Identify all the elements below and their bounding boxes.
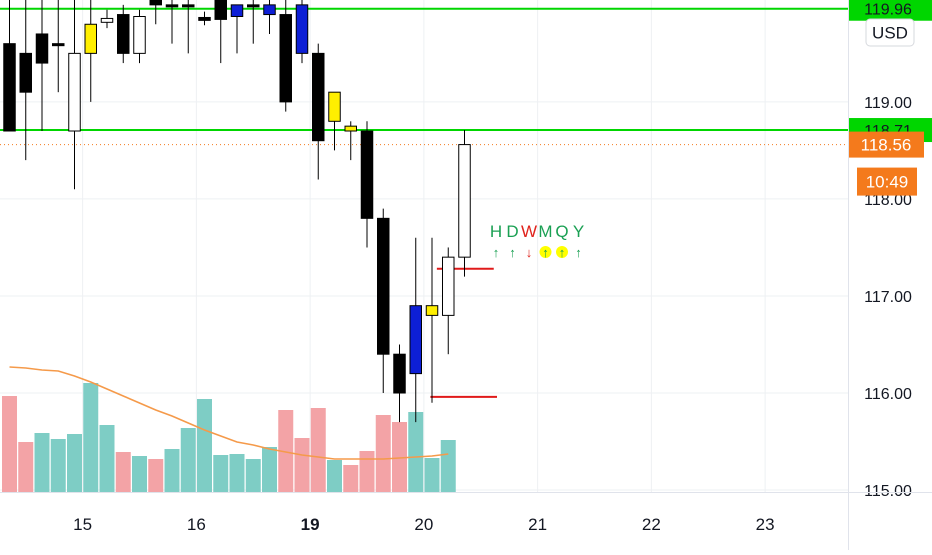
time-tick-label: 15: [73, 515, 92, 534]
candle-body: [410, 306, 422, 374]
price-tick-label: 117.00: [864, 289, 912, 306]
candle-body: [296, 5, 308, 54]
time-tick-label: 20: [414, 515, 433, 534]
volume-bar: [18, 442, 33, 492]
time-tick-label: 23: [756, 515, 775, 534]
volume-layer: [2, 367, 456, 492]
candle-body: [199, 17, 211, 20]
volume-bar: [181, 428, 196, 492]
signal-arrow: ↑: [509, 245, 516, 260]
candle-body: [101, 18, 113, 22]
grid-layer: [0, 0, 848, 492]
countdown-tag-label: 10:49: [866, 173, 909, 192]
currency-button-label: USD: [872, 24, 908, 43]
candle-body: [459, 145, 471, 258]
candle-body: [345, 126, 357, 131]
time-axis[interactable]: 15 16 19 20 21 22 23: [0, 493, 932, 535]
volume-bar: [441, 440, 456, 492]
candle-body: [443, 257, 455, 315]
last-price-tag-label: 118.56: [861, 136, 912, 155]
price-tick-label: 115.00: [864, 483, 912, 500]
volume-bar: [83, 383, 98, 492]
volume-bar: [51, 439, 66, 492]
time-tick-label: 19: [301, 515, 320, 534]
volume-bar: [165, 449, 180, 492]
price-axis[interactable]: 119.96119.00118.00117.00116.00115.00119.…: [849, 0, 932, 550]
volume-bar: [295, 438, 310, 492]
volume-bar: [327, 460, 342, 492]
candle-body: [378, 218, 390, 354]
currency-button[interactable]: USD: [866, 19, 914, 46]
candle-body: [4, 44, 16, 131]
volume-bar: [360, 451, 375, 492]
candle-body: [36, 34, 48, 63]
signal-letter: D: [506, 222, 518, 241]
volume-bar: [246, 459, 261, 492]
signal-arrow: ↓: [526, 245, 533, 260]
candle-body: [150, 0, 162, 5]
volume-bar: [197, 399, 212, 492]
candle-body: [426, 306, 438, 316]
signal-arrow: ↑: [559, 245, 566, 260]
signal-letter: H: [490, 222, 502, 241]
signal-arrow: ↑: [493, 245, 500, 260]
volume-bar: [213, 455, 228, 492]
price-tick-label: 119.00: [864, 95, 912, 112]
volume-bar: [343, 465, 358, 492]
volume-bar: [2, 396, 17, 492]
candle-body: [166, 5, 178, 7]
volume-bar: [311, 408, 326, 492]
candle-body: [85, 24, 97, 53]
candle-body: [248, 5, 260, 7]
price-tag-label: 119.96: [864, 2, 912, 19]
signal-letter: Y: [573, 222, 584, 241]
candle-body: [134, 16, 146, 53]
signal-letter: W: [521, 222, 537, 241]
candle-body: [53, 44, 65, 46]
candle-body: [69, 53, 81, 131]
volume-bar: [132, 456, 147, 492]
signal-letter: M: [538, 222, 552, 241]
candle-body: [20, 53, 32, 92]
volume-bar: [116, 452, 131, 492]
volume-bar: [425, 458, 440, 492]
candle-body: [313, 53, 325, 140]
candle-body: [361, 131, 373, 218]
volume-bar: [67, 434, 82, 492]
candle-body: [280, 15, 292, 102]
price-tick-label: 116.00: [864, 386, 912, 403]
candle-body: [231, 5, 243, 17]
volume-bar: [35, 433, 50, 492]
candle-body: [394, 354, 406, 393]
candle-body: [329, 92, 341, 121]
volume-bar: [376, 415, 391, 492]
volume-bar: [100, 425, 115, 492]
candles-layer: [4, 0, 471, 422]
volume-bar: [262, 447, 277, 492]
time-tick-label: 16: [187, 515, 206, 534]
signal-arrow: ↑: [575, 245, 582, 260]
volume-bar: [148, 459, 163, 492]
time-tick-label: 22: [642, 515, 661, 534]
candle-body: [215, 0, 227, 19]
volume-bar: [408, 412, 423, 492]
time-tick-label: 21: [528, 515, 547, 534]
volume-bar: [230, 454, 245, 492]
candle-body: [118, 15, 130, 54]
candle-body: [183, 5, 195, 7]
candle-body: [264, 5, 276, 15]
signal-letter: Q: [555, 222, 568, 241]
signal-arrow: ↑: [542, 245, 549, 260]
